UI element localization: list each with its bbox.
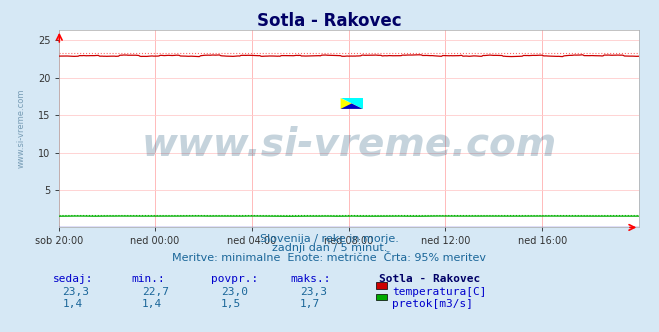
- Text: 23,3: 23,3: [300, 287, 327, 297]
- Text: www.si-vreme.com: www.si-vreme.com: [142, 125, 557, 163]
- Text: temperatura[C]: temperatura[C]: [392, 287, 486, 297]
- Text: Meritve: minimalne  Enote: metrične  Črta: 95% meritev: Meritve: minimalne Enote: metrične Črta:…: [173, 253, 486, 263]
- Text: 1,4: 1,4: [142, 299, 162, 309]
- Text: 1,7: 1,7: [300, 299, 320, 309]
- Polygon shape: [341, 98, 362, 109]
- Text: maks.:: maks.:: [290, 274, 330, 284]
- Text: 1,5: 1,5: [221, 299, 241, 309]
- Text: Sotla - Rakovec: Sotla - Rakovec: [379, 274, 480, 284]
- Text: Slovenija / reke in morje.: Slovenija / reke in morje.: [260, 234, 399, 244]
- Polygon shape: [341, 98, 362, 109]
- Polygon shape: [341, 104, 362, 109]
- Text: zadnji dan / 5 minut.: zadnji dan / 5 minut.: [272, 243, 387, 253]
- Text: sedaj:: sedaj:: [53, 274, 93, 284]
- Text: 1,4: 1,4: [63, 299, 83, 309]
- Text: povpr.:: povpr.:: [211, 274, 258, 284]
- Text: Sotla - Rakovec: Sotla - Rakovec: [257, 12, 402, 30]
- Text: min.:: min.:: [132, 274, 165, 284]
- Text: pretok[m3/s]: pretok[m3/s]: [392, 299, 473, 309]
- Text: 23,0: 23,0: [221, 287, 248, 297]
- Text: www.si-vreme.com: www.si-vreme.com: [17, 89, 26, 168]
- Text: 23,3: 23,3: [63, 287, 90, 297]
- Text: 22,7: 22,7: [142, 287, 169, 297]
